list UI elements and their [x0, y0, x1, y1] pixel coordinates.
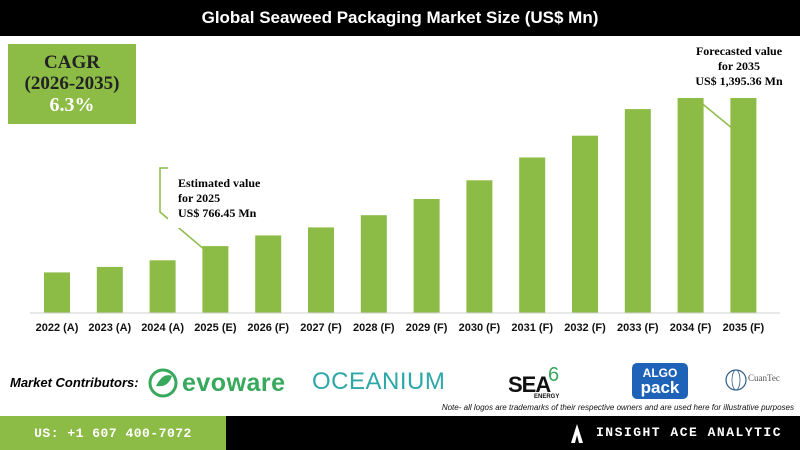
x-tick-label: 2032 (F)	[564, 322, 606, 334]
bar-2025	[202, 246, 229, 313]
x-tick-label: 2029 (F)	[406, 322, 448, 334]
chart-area: 2022 (A) 2023 (A) 2024 (A) 2025 (E) 2026 (F)…	[0, 36, 800, 350]
evoware-leaf-icon	[148, 368, 178, 398]
callout-estimated-line1: Estimated value	[178, 176, 261, 190]
market-contributors-label: Market Contributors:	[10, 375, 139, 390]
x-tick-label: 2035 (F)	[723, 322, 765, 334]
callout-estimated-line3: US$ 766.45 Mn	[178, 206, 257, 220]
insight-ace-logo-icon	[571, 424, 583, 443]
market-contributors-row: Market Contributors: evoware OCEANIUM SE…	[0, 358, 800, 406]
bar-2026	[255, 235, 282, 313]
bar-2029	[413, 199, 440, 313]
footer-bar: US: +1 607 400-7072 INSIGHT ACE ANALYTIC	[0, 416, 800, 450]
algopack-logo-bottom: pack	[640, 378, 680, 397]
callout-estimated-2025: Estimated value for 2025 US$ 766.45 Mn	[168, 168, 282, 228]
bar-2030	[466, 180, 493, 313]
algopack-logo: ALGO pack	[632, 363, 688, 399]
bar-2034	[677, 88, 704, 313]
bar-2023	[96, 266, 123, 313]
x-tick-label: 2024 (A)	[141, 322, 184, 334]
cagr-period: (2026-2035)	[24, 72, 120, 94]
sea6-logo-subtext: ENERGY	[534, 394, 560, 400]
bar-2033	[624, 109, 651, 313]
bar-2022	[44, 272, 70, 313]
sea6-energy-logo: SEA 6 ENERGY	[508, 364, 564, 404]
bar-2027	[308, 227, 334, 313]
bar-2024	[149, 260, 176, 313]
evoware-logo: evoware	[146, 366, 292, 400]
footer-phone[interactable]: US: +1 607 400-7072	[0, 416, 226, 450]
bar-2031	[519, 157, 546, 313]
callout-2025-connector	[159, 167, 213, 257]
algopack-logo-top: ALGO	[642, 366, 678, 380]
cuantec-logo: CuanTec	[724, 366, 788, 400]
bar-2032	[572, 135, 598, 313]
cagr-label: CAGR	[44, 51, 100, 73]
x-tick-label: 2031 (F)	[511, 322, 553, 334]
bar-2028	[360, 215, 387, 313]
callout-forecasted-line3: US$ 1,395.36 Mn	[695, 74, 783, 88]
cagr-value: 6.3%	[49, 94, 95, 117]
oceanium-logo: OCEANIUM	[312, 368, 446, 395]
footer-brand: INSIGHT ACE ANALYTIC	[596, 425, 783, 440]
cuantec-globe-icon	[725, 369, 747, 391]
bar-2035	[730, 58, 757, 313]
x-tick-label: 2023 (A)	[88, 322, 131, 334]
cagr-box: CAGR (2026-2035) 6.3%	[8, 44, 136, 124]
bar-chart: 2022 (A) 2023 (A) 2024 (A) 2025 (E) 2026 (F)…	[30, 45, 780, 334]
bars-group	[44, 58, 757, 313]
cuantec-logo-text: CuanTec	[748, 373, 780, 383]
callout-forecasted-line1: Forecasted value	[695, 44, 783, 58]
x-tick-label: 2033 (F)	[617, 322, 659, 334]
x-tick-label: 2022 (A)	[36, 322, 79, 334]
x-tick-labels: 2022 (A) 2023 (A) 2024 (A) 2025 (E) 2026 (F)…	[36, 322, 765, 334]
sea6-logo-digit: 6	[548, 364, 560, 386]
callout-estimated-line2: for 2025	[178, 191, 221, 205]
callout-forecasted-line2: for 2035	[717, 59, 761, 73]
x-tick-label: 2026 (F)	[247, 322, 289, 334]
evoware-logo-text: evoware	[182, 369, 286, 397]
x-tick-label: 2030 (F)	[459, 322, 501, 334]
x-tick-label: 2025 (E)	[194, 322, 237, 334]
x-tick-label: 2028 (F)	[353, 322, 395, 334]
callout-forecasted-2035: Forecasted value for 2035 US$ 1,395.36 M…	[674, 36, 800, 98]
sea6-logo-text: SEA	[508, 372, 551, 397]
trademark-note: Note- all logos are trademarks of their …	[441, 403, 794, 412]
x-tick-label: 2034 (F)	[670, 322, 712, 334]
x-tick-label: 2027 (F)	[300, 322, 342, 334]
chart-title: Global Seaweed Packaging Market Size (US…	[0, 0, 800, 36]
